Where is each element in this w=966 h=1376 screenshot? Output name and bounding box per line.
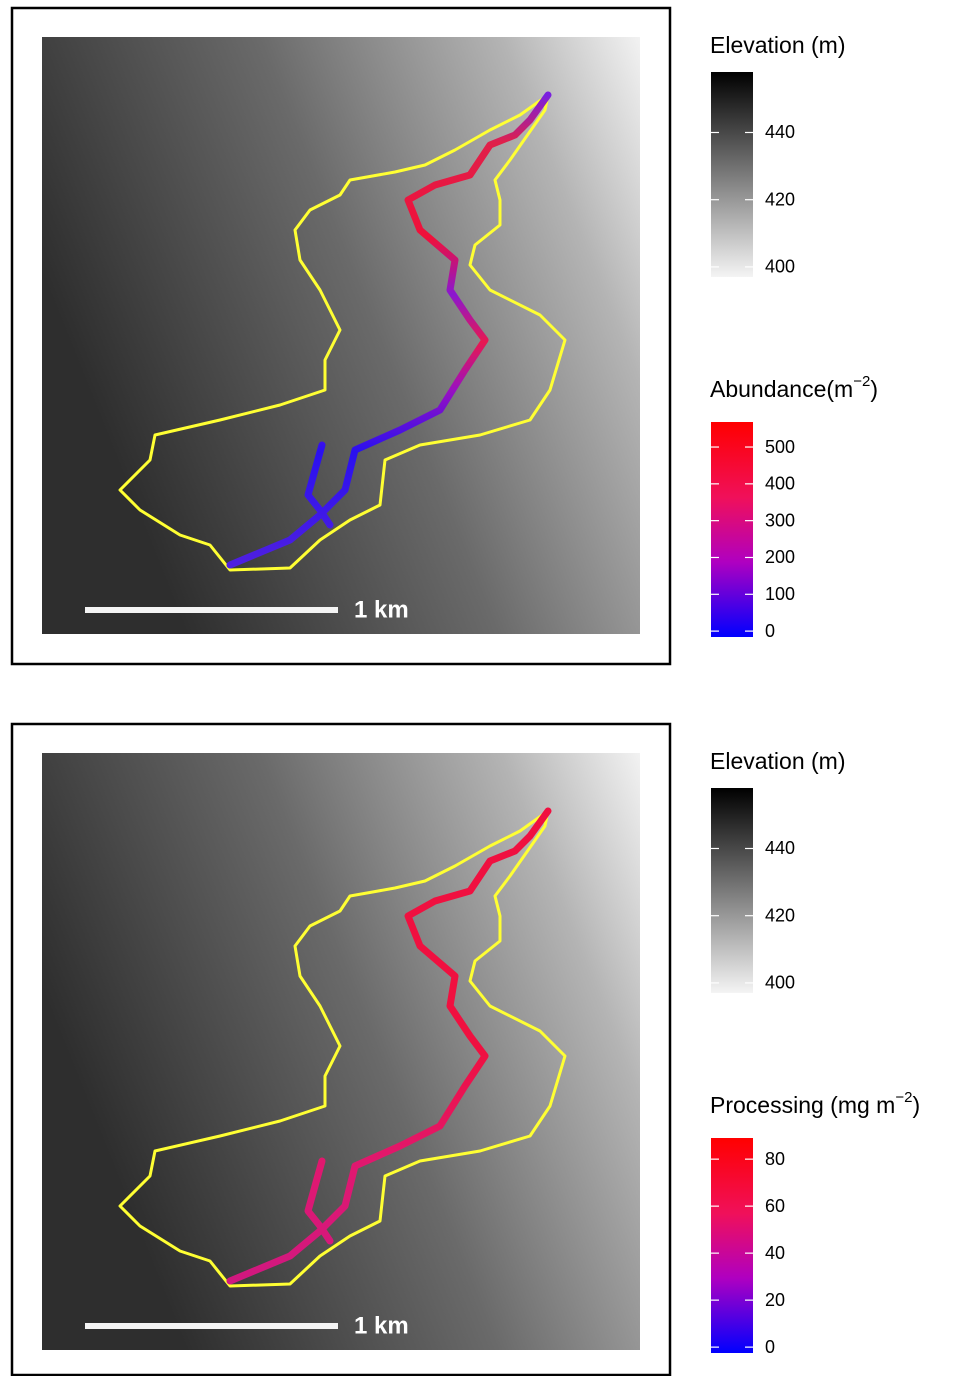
colorbar-tick-label: 0 (765, 621, 775, 641)
legend-title-text: Elevation (m) (710, 32, 845, 58)
scale-bar-label: 1 km (354, 596, 409, 623)
colorbar (711, 1138, 753, 1353)
scale-bar-label: 1 km (354, 1312, 409, 1339)
legend-title-end: ) (912, 1092, 920, 1118)
legend-title-text: Elevation (m) (710, 748, 845, 774)
elevation-raster (42, 37, 640, 634)
colorbar-tick-label: 200 (765, 547, 795, 567)
colorbar-tick-label: 440 (765, 838, 795, 858)
colorbar-tick-label: 60 (765, 1196, 785, 1216)
legend-title: Elevation (m) (710, 32, 845, 58)
colorbar-tick-label: 420 (765, 189, 795, 209)
colorbar-tick-label: 400 (765, 474, 795, 494)
figure: 1 kmElevation (m)400420440Abundance(m−2)… (0, 0, 966, 1376)
legend-title-text: Abundance(m (710, 376, 853, 402)
map-panel: 1 km Elevation (m) 400 420 440 Abundance(m−2)… (12, 8, 878, 664)
colorbar-tick-label: 20 (765, 1290, 785, 1310)
legend-title-end: ) (870, 376, 878, 402)
colorbar (711, 422, 753, 637)
colorbar-tick-label: 440 (765, 122, 795, 142)
colorbar-tick-label: 80 (765, 1149, 785, 1169)
legend-title: Elevation (m) (710, 748, 845, 774)
elevation-raster (42, 753, 640, 1350)
legend-title: Abundance(m−2) (710, 373, 878, 402)
colorbar-tick-label: 400 (765, 257, 795, 277)
colorbar-tick-label: 500 (765, 437, 795, 457)
colorbar-tick-label: 400 (765, 973, 795, 993)
colorbar-tick-label: 420 (765, 905, 795, 925)
colorbar (711, 72, 753, 277)
colorbar-tick-label: 300 (765, 510, 795, 530)
legend-title-superscript: −2 (895, 1089, 912, 1106)
colorbar-tick-label: 0 (765, 1337, 775, 1357)
colorbar-tick-label: 40 (765, 1243, 785, 1263)
legend-title: Processing (mg m−2) (710, 1089, 920, 1118)
colorbar (711, 788, 753, 993)
colorbar-tick-label: 100 (765, 584, 795, 604)
legend-title-superscript: −2 (853, 373, 870, 390)
legend-title-text: Processing (mg m (710, 1092, 895, 1118)
